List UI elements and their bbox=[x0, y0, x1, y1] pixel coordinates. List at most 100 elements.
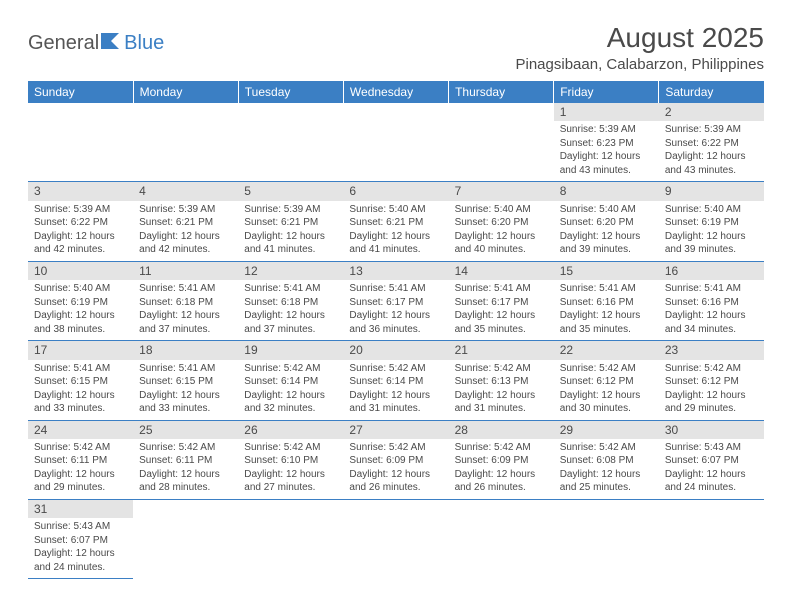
day-details: Sunrise: 5:42 AMSunset: 6:14 PMDaylight:… bbox=[343, 360, 448, 420]
day-number: 3 bbox=[28, 182, 133, 200]
calendar-row: 24Sunrise: 5:42 AMSunset: 6:11 PMDayligh… bbox=[28, 420, 764, 499]
day-details: Sunrise: 5:41 AMSunset: 6:17 PMDaylight:… bbox=[343, 280, 448, 340]
calendar-row: 10Sunrise: 5:40 AMSunset: 6:19 PMDayligh… bbox=[28, 261, 764, 340]
day-number: 30 bbox=[659, 421, 764, 439]
day-cell: 17Sunrise: 5:41 AMSunset: 6:15 PMDayligh… bbox=[28, 341, 133, 420]
logo-text-general: General bbox=[28, 32, 99, 55]
day-number: 11 bbox=[133, 262, 238, 280]
day-cell: 20Sunrise: 5:42 AMSunset: 6:14 PMDayligh… bbox=[343, 341, 448, 420]
day-number: 21 bbox=[449, 341, 554, 359]
day-details: Sunrise: 5:42 AMSunset: 6:12 PMDaylight:… bbox=[554, 360, 659, 420]
calendar-row: 17Sunrise: 5:41 AMSunset: 6:15 PMDayligh… bbox=[28, 341, 764, 420]
weekday-header-row: SundayMondayTuesdayWednesdayThursdayFrid… bbox=[28, 81, 764, 103]
logo: General Blue bbox=[28, 22, 164, 55]
day-details: Sunrise: 5:41 AMSunset: 6:15 PMDaylight:… bbox=[28, 360, 133, 420]
day-cell: 24Sunrise: 5:42 AMSunset: 6:11 PMDayligh… bbox=[28, 420, 133, 499]
day-details: Sunrise: 5:42 AMSunset: 6:14 PMDaylight:… bbox=[238, 360, 343, 420]
day-number: 14 bbox=[449, 262, 554, 280]
day-cell: 14Sunrise: 5:41 AMSunset: 6:17 PMDayligh… bbox=[449, 261, 554, 340]
day-number: 13 bbox=[343, 262, 448, 280]
weekday-header: Friday bbox=[554, 81, 659, 103]
calendar-page: General Blue August 2025 Pinagsibaan, Ca… bbox=[0, 0, 792, 579]
day-number: 1 bbox=[554, 103, 659, 121]
day-number: 25 bbox=[133, 421, 238, 439]
day-details: Sunrise: 5:39 AMSunset: 6:21 PMDaylight:… bbox=[133, 201, 238, 261]
day-number: 4 bbox=[133, 182, 238, 200]
day-cell: 7Sunrise: 5:40 AMSunset: 6:20 PMDaylight… bbox=[449, 182, 554, 261]
day-number: 31 bbox=[28, 500, 133, 518]
day-cell: 5Sunrise: 5:39 AMSunset: 6:21 PMDaylight… bbox=[238, 182, 343, 261]
location-subtitle: Pinagsibaan, Calabarzon, Philippines bbox=[516, 56, 765, 73]
day-details: Sunrise: 5:43 AMSunset: 6:07 PMDaylight:… bbox=[659, 439, 764, 499]
day-number: 20 bbox=[343, 341, 448, 359]
day-cell: 4Sunrise: 5:39 AMSunset: 6:21 PMDaylight… bbox=[133, 182, 238, 261]
day-cell: 29Sunrise: 5:42 AMSunset: 6:08 PMDayligh… bbox=[554, 420, 659, 499]
calendar-body: 1Sunrise: 5:39 AMSunset: 6:23 PMDaylight… bbox=[28, 103, 764, 579]
empty-cell bbox=[343, 103, 448, 182]
empty-cell bbox=[133, 499, 238, 578]
empty-cell bbox=[449, 103, 554, 182]
day-details: Sunrise: 5:42 AMSunset: 6:08 PMDaylight:… bbox=[554, 439, 659, 499]
weekday-header: Saturday bbox=[659, 81, 764, 103]
calendar-row: 1Sunrise: 5:39 AMSunset: 6:23 PMDaylight… bbox=[28, 103, 764, 182]
day-details: Sunrise: 5:41 AMSunset: 6:16 PMDaylight:… bbox=[659, 280, 764, 340]
empty-cell bbox=[133, 103, 238, 182]
day-details: Sunrise: 5:43 AMSunset: 6:07 PMDaylight:… bbox=[28, 518, 133, 578]
day-cell: 9Sunrise: 5:40 AMSunset: 6:19 PMDaylight… bbox=[659, 182, 764, 261]
empty-cell bbox=[238, 499, 343, 578]
calendar-row: 3Sunrise: 5:39 AMSunset: 6:22 PMDaylight… bbox=[28, 182, 764, 261]
day-cell: 6Sunrise: 5:40 AMSunset: 6:21 PMDaylight… bbox=[343, 182, 448, 261]
day-cell: 21Sunrise: 5:42 AMSunset: 6:13 PMDayligh… bbox=[449, 341, 554, 420]
day-cell: 30Sunrise: 5:43 AMSunset: 6:07 PMDayligh… bbox=[659, 420, 764, 499]
weekday-header: Sunday bbox=[28, 81, 133, 103]
day-details: Sunrise: 5:40 AMSunset: 6:19 PMDaylight:… bbox=[659, 201, 764, 261]
day-details: Sunrise: 5:42 AMSunset: 6:12 PMDaylight:… bbox=[659, 360, 764, 420]
day-number: 6 bbox=[343, 182, 448, 200]
day-details: Sunrise: 5:42 AMSunset: 6:13 PMDaylight:… bbox=[449, 360, 554, 420]
day-details: Sunrise: 5:40 AMSunset: 6:20 PMDaylight:… bbox=[449, 201, 554, 261]
day-details: Sunrise: 5:39 AMSunset: 6:22 PMDaylight:… bbox=[28, 201, 133, 261]
weekday-header: Wednesday bbox=[343, 81, 448, 103]
day-details: Sunrise: 5:41 AMSunset: 6:18 PMDaylight:… bbox=[238, 280, 343, 340]
weekday-header: Tuesday bbox=[238, 81, 343, 103]
day-details: Sunrise: 5:42 AMSunset: 6:11 PMDaylight:… bbox=[133, 439, 238, 499]
weekday-header: Thursday bbox=[449, 81, 554, 103]
logo-text-blue: Blue bbox=[124, 32, 164, 55]
day-number: 9 bbox=[659, 182, 764, 200]
day-details: Sunrise: 5:40 AMSunset: 6:21 PMDaylight:… bbox=[343, 201, 448, 261]
day-number: 16 bbox=[659, 262, 764, 280]
day-cell: 10Sunrise: 5:40 AMSunset: 6:19 PMDayligh… bbox=[28, 261, 133, 340]
day-number: 19 bbox=[238, 341, 343, 359]
month-title: August 2025 bbox=[516, 22, 765, 54]
day-cell: 15Sunrise: 5:41 AMSunset: 6:16 PMDayligh… bbox=[554, 261, 659, 340]
day-number: 8 bbox=[554, 182, 659, 200]
weekday-header: Monday bbox=[133, 81, 238, 103]
day-number: 28 bbox=[449, 421, 554, 439]
empty-cell bbox=[449, 499, 554, 578]
day-details: Sunrise: 5:42 AMSunset: 6:10 PMDaylight:… bbox=[238, 439, 343, 499]
day-number: 2 bbox=[659, 103, 764, 121]
day-cell: 1Sunrise: 5:39 AMSunset: 6:23 PMDaylight… bbox=[554, 103, 659, 182]
day-cell: 3Sunrise: 5:39 AMSunset: 6:22 PMDaylight… bbox=[28, 182, 133, 261]
day-details: Sunrise: 5:39 AMSunset: 6:22 PMDaylight:… bbox=[659, 121, 764, 181]
day-cell: 28Sunrise: 5:42 AMSunset: 6:09 PMDayligh… bbox=[449, 420, 554, 499]
empty-cell bbox=[343, 499, 448, 578]
calendar-table: SundayMondayTuesdayWednesdayThursdayFrid… bbox=[28, 81, 764, 579]
day-details: Sunrise: 5:41 AMSunset: 6:18 PMDaylight:… bbox=[133, 280, 238, 340]
flag-icon bbox=[101, 32, 123, 55]
day-number: 24 bbox=[28, 421, 133, 439]
day-details: Sunrise: 5:40 AMSunset: 6:19 PMDaylight:… bbox=[28, 280, 133, 340]
empty-cell bbox=[659, 499, 764, 578]
day-details: Sunrise: 5:41 AMSunset: 6:16 PMDaylight:… bbox=[554, 280, 659, 340]
day-details: Sunrise: 5:40 AMSunset: 6:20 PMDaylight:… bbox=[554, 201, 659, 261]
day-number: 12 bbox=[238, 262, 343, 280]
day-cell: 26Sunrise: 5:42 AMSunset: 6:10 PMDayligh… bbox=[238, 420, 343, 499]
day-details: Sunrise: 5:41 AMSunset: 6:15 PMDaylight:… bbox=[133, 360, 238, 420]
day-number: 17 bbox=[28, 341, 133, 359]
title-block: August 2025 Pinagsibaan, Calabarzon, Phi… bbox=[516, 22, 765, 73]
day-number: 23 bbox=[659, 341, 764, 359]
header: General Blue August 2025 Pinagsibaan, Ca… bbox=[28, 22, 764, 73]
day-cell: 19Sunrise: 5:42 AMSunset: 6:14 PMDayligh… bbox=[238, 341, 343, 420]
day-number: 27 bbox=[343, 421, 448, 439]
calendar-row: 31Sunrise: 5:43 AMSunset: 6:07 PMDayligh… bbox=[28, 499, 764, 578]
